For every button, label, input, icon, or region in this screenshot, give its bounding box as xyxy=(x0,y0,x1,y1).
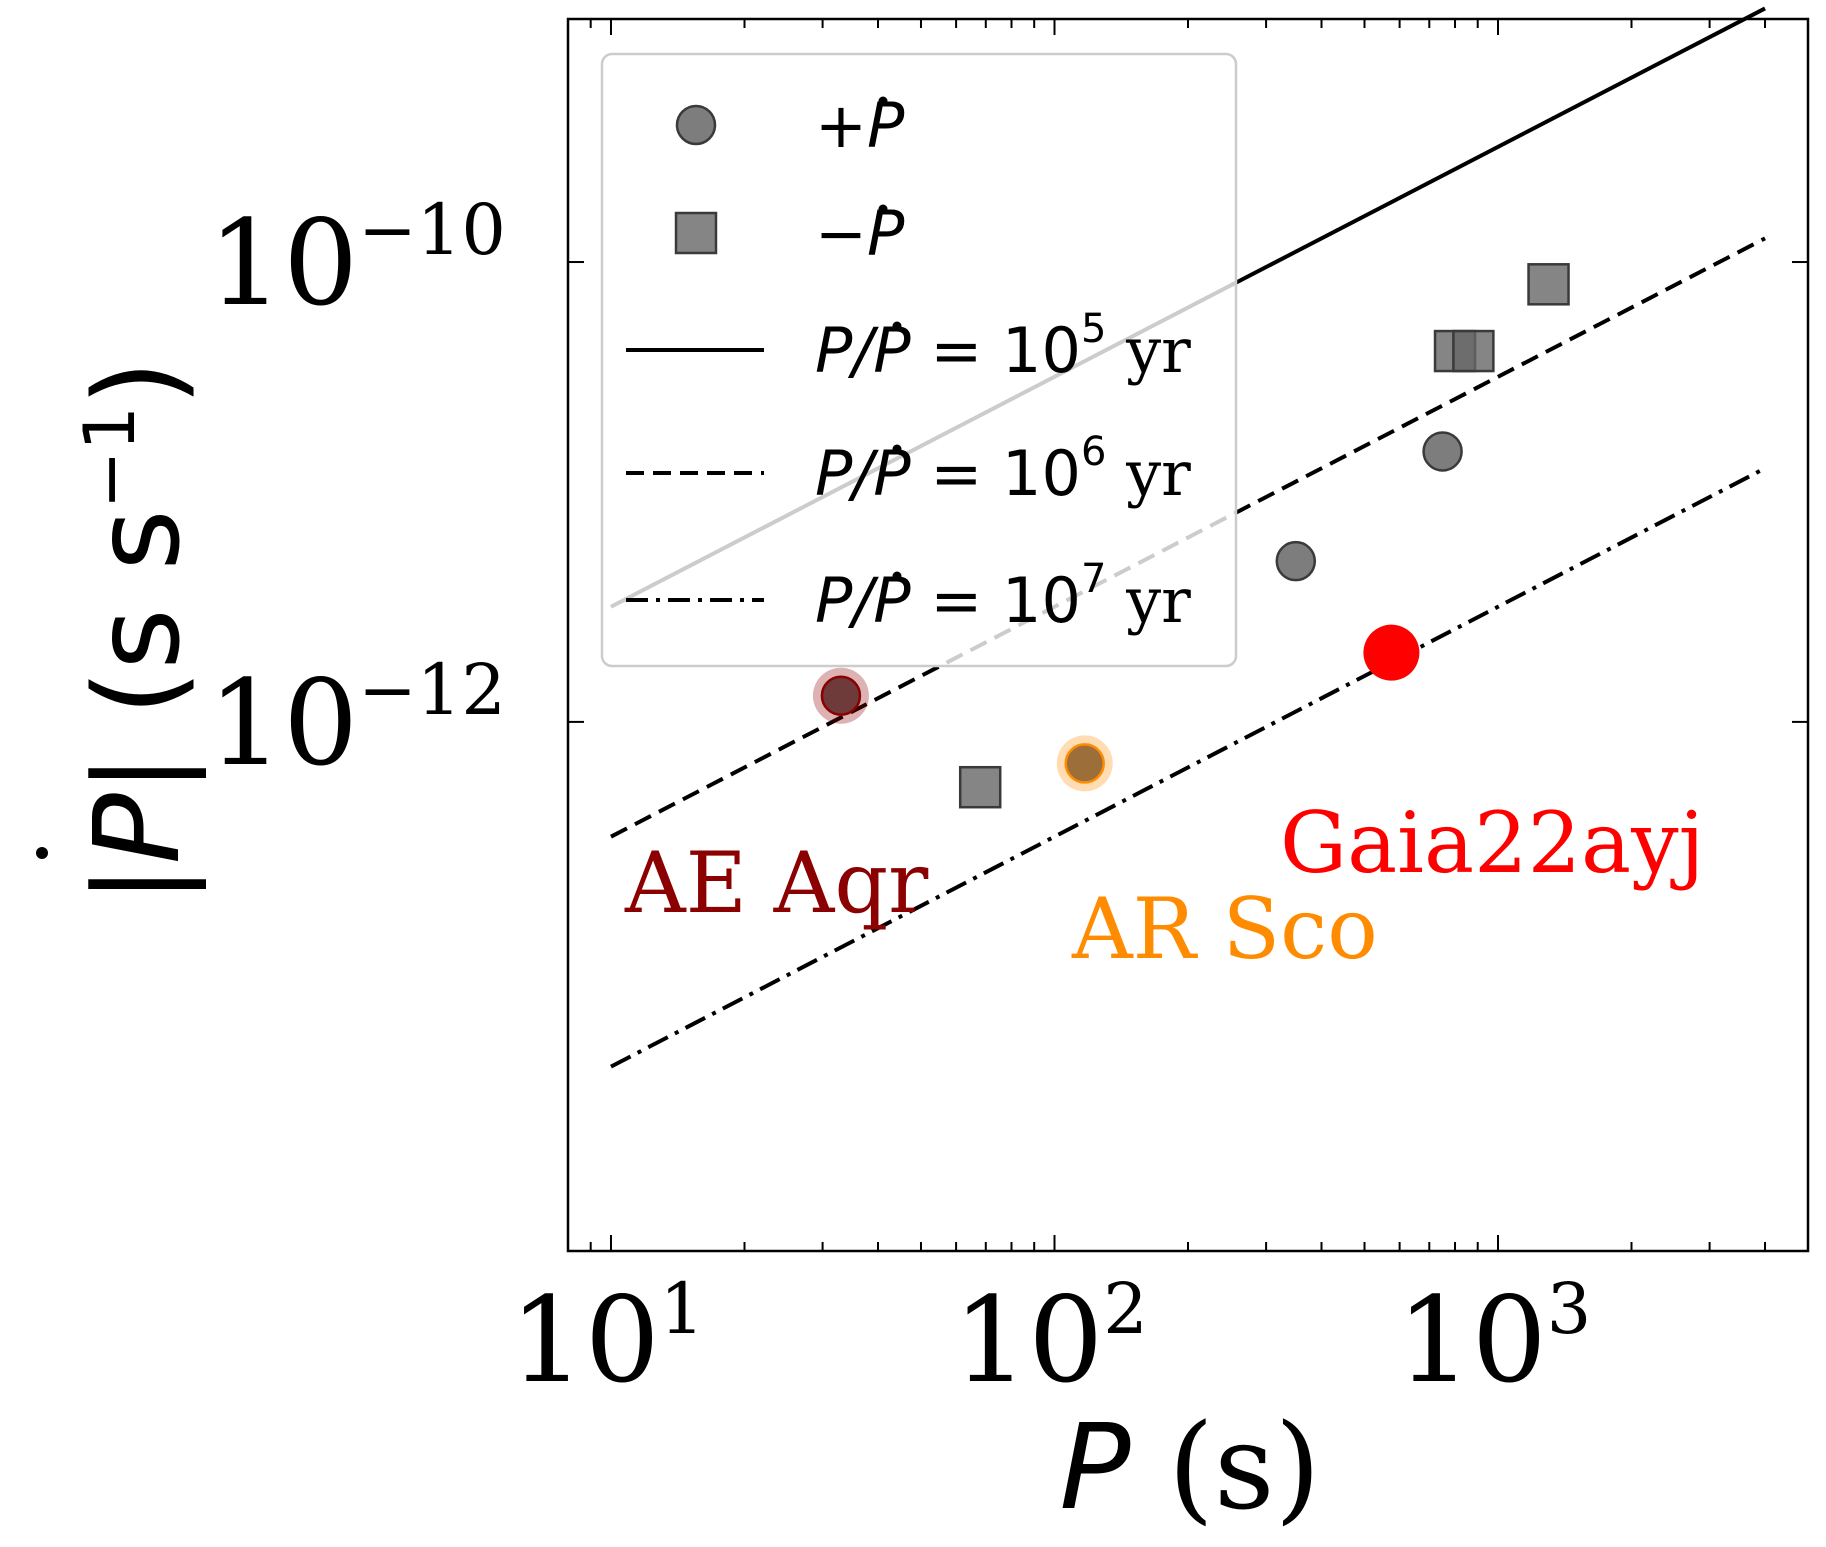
legend-circle-marker xyxy=(675,104,717,146)
legend-box xyxy=(600,52,1238,668)
positive-pdot-point xyxy=(1422,431,1463,472)
y-axis-pdot-accent xyxy=(36,847,48,859)
y-tick-label: 10−10 xyxy=(208,189,506,332)
plot-frame xyxy=(566,17,1810,1253)
gaia22ayj-label: Gaia22ayj xyxy=(1280,794,1705,892)
x-axis-label: P (s) xyxy=(1059,1398,1320,1536)
legend-label: −P xyxy=(815,197,905,270)
x-tick-label: 101 xyxy=(510,1268,705,1409)
dot-accent xyxy=(892,321,902,331)
legend-label: +P xyxy=(815,89,905,162)
positive-pdot-point xyxy=(1275,540,1317,582)
age-line-dashdot xyxy=(610,466,1766,1069)
gaia22ayj-point xyxy=(1363,624,1420,681)
dot-accent xyxy=(878,204,888,214)
legend-square-marker xyxy=(674,211,718,255)
legend-label: P/P = 106 yr xyxy=(815,429,1191,510)
negative-pdot-point xyxy=(1527,263,1570,306)
dot-accent xyxy=(878,96,888,106)
y-tick-label: 10−12 xyxy=(208,649,506,792)
legend-label: P/P = 105 yr xyxy=(815,306,1191,387)
ae-aqr-point xyxy=(820,675,862,716)
ar-sco-point xyxy=(1064,743,1105,784)
x-tick-label: 103 xyxy=(1397,1268,1592,1409)
x-tick-label: 102 xyxy=(953,1268,1148,1409)
y-axis-label: |P| (s s−1) xyxy=(68,360,206,904)
dot-accent xyxy=(892,571,902,581)
legend-label: P/P = 107 yr xyxy=(815,556,1191,637)
dot-accent xyxy=(892,444,902,454)
negative-pdot-point xyxy=(958,765,1002,809)
negative-pdot-point xyxy=(1452,329,1495,373)
ar-sco-label: AR Sco xyxy=(1071,880,1378,978)
ae-aqr-label: AE Aqr xyxy=(624,834,929,932)
